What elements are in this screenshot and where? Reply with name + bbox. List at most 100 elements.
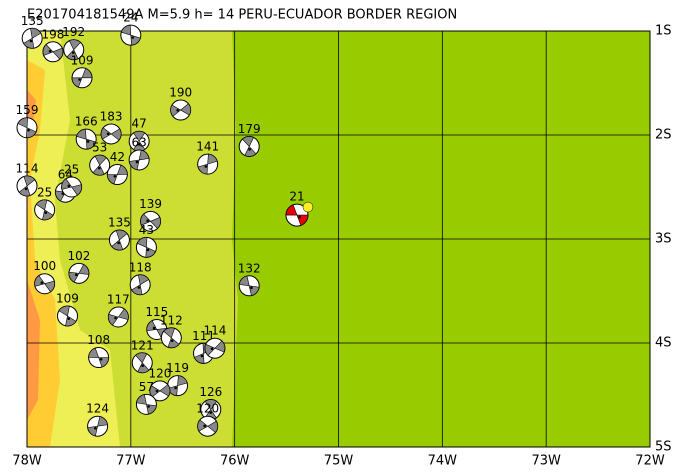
focal-mechanism: [87, 415, 109, 437]
beachball-wedge: [61, 178, 82, 196]
event-label: 57: [139, 380, 154, 394]
beachball-pole: [174, 386, 177, 390]
event-label: 139: [139, 197, 162, 211]
event-label: 120: [148, 366, 171, 380]
focal-mechanism: [34, 199, 56, 221]
beachball-pole: [106, 132, 110, 136]
beachball-wedge: [197, 153, 218, 175]
x-tick-label: 72W: [635, 454, 665, 469]
event-label: 166: [75, 115, 98, 129]
event-label: 179: [238, 122, 261, 136]
focal-mechanism: [204, 337, 226, 359]
title: E201704181549A M=5.9 h= 14 PERU-ECUADOR …: [27, 8, 457, 23]
beachball-pole: [209, 411, 213, 414]
beachball-pole: [40, 281, 44, 285]
event-label: 42: [110, 150, 125, 164]
beachball-wedge: [108, 308, 129, 326]
beachball-wedge: [140, 213, 161, 229]
event-label: 141: [196, 140, 219, 154]
focal-mechanism: [197, 415, 219, 437]
beachball-pole: [141, 364, 144, 368]
beachball-pole: [114, 316, 117, 320]
beachball-pole: [135, 160, 139, 164]
beachball-wedge: [285, 204, 309, 226]
event-label: 198: [42, 27, 65, 41]
focal-mechanism: [106, 164, 128, 186]
beachball-wedge: [197, 419, 218, 433]
event-label: 43: [139, 223, 154, 237]
beachball-pole: [67, 184, 71, 188]
beachball-wedge: [34, 275, 55, 293]
event-label: 117: [107, 293, 130, 307]
beachball-wedge: [68, 264, 90, 283]
focal-mechanism: [21, 27, 43, 49]
x-tick-label: 74W: [428, 454, 458, 469]
beachball-pole: [146, 219, 149, 223]
beachball-wedge: [241, 136, 257, 157]
focal-mechanism: [131, 352, 153, 374]
beachball-wedge: [58, 305, 77, 327]
event-label: 25: [64, 163, 79, 177]
beachball-pole: [146, 248, 150, 252]
beachball-pole: [200, 354, 204, 358]
beachball-wedge: [131, 274, 150, 296]
beachball-wedge: [135, 352, 150, 374]
y-tick-label: 3S: [655, 232, 672, 247]
event-label: 47: [131, 117, 146, 131]
beachball-pole: [250, 286, 253, 290]
x-tick-label: 77W: [116, 454, 146, 469]
focal-mechanism: [107, 306, 129, 328]
focal-mechanism: [170, 99, 192, 121]
event-label: 21: [289, 190, 304, 204]
focal-mechanism: [56, 305, 78, 327]
focal-mechanism: [149, 380, 171, 402]
beachball-pole: [78, 78, 81, 81]
focal-mechanism: [128, 149, 150, 171]
event-label: 102: [67, 249, 90, 263]
y-tick-label: 5S: [655, 440, 672, 455]
event-label: 63: [131, 135, 146, 149]
focal-mechanism: [129, 274, 151, 296]
event-label: 135: [108, 216, 131, 230]
x-tick-label: 75W: [324, 454, 354, 469]
beachball-wedge: [17, 117, 37, 139]
focal-mechanism: [16, 175, 38, 197]
beachball-pole: [94, 426, 97, 430]
event-label: 108: [87, 333, 110, 347]
main-marker: [302, 201, 314, 213]
beachball-pole: [298, 215, 301, 219]
beachball-wedge: [106, 164, 128, 185]
focal-mechanism: [140, 210, 162, 232]
beachball-pole: [203, 424, 206, 428]
focal-mechanism: [89, 154, 111, 176]
beachball-pole: [131, 36, 134, 39]
beachball-pole: [147, 405, 150, 408]
focal-mechanism: [42, 41, 64, 63]
frame: [26, 30, 651, 448]
focal-mechanism: [108, 229, 130, 251]
beachball-wedge: [100, 127, 122, 141]
event-label: 190: [169, 86, 192, 100]
beachball-pole: [137, 142, 141, 146]
beachball-pole: [67, 317, 70, 321]
beachball-wedge: [170, 103, 191, 117]
focal-mechanism: [197, 153, 219, 175]
event-label: 100: [33, 259, 56, 273]
beachball-wedge: [88, 347, 109, 368]
focal-mechanism: [135, 236, 157, 258]
beachball-wedge: [87, 416, 108, 437]
beachball-pole: [71, 51, 75, 54]
focal-mechanism: [88, 347, 110, 369]
beachball-wedge: [18, 175, 36, 197]
event-label: 114: [203, 324, 226, 338]
beachball-pole: [176, 108, 179, 112]
event-label: 115: [145, 305, 168, 319]
focal-mechanism: [16, 117, 38, 139]
focal-mechanism: [34, 273, 56, 295]
focal-mechanism: [63, 39, 85, 61]
beachball-pole: [74, 273, 78, 276]
beachball-pole: [137, 286, 141, 289]
x-tick-label: 76W: [220, 454, 250, 469]
beachball-wedge: [23, 27, 42, 49]
beachball-pole: [155, 389, 159, 393]
